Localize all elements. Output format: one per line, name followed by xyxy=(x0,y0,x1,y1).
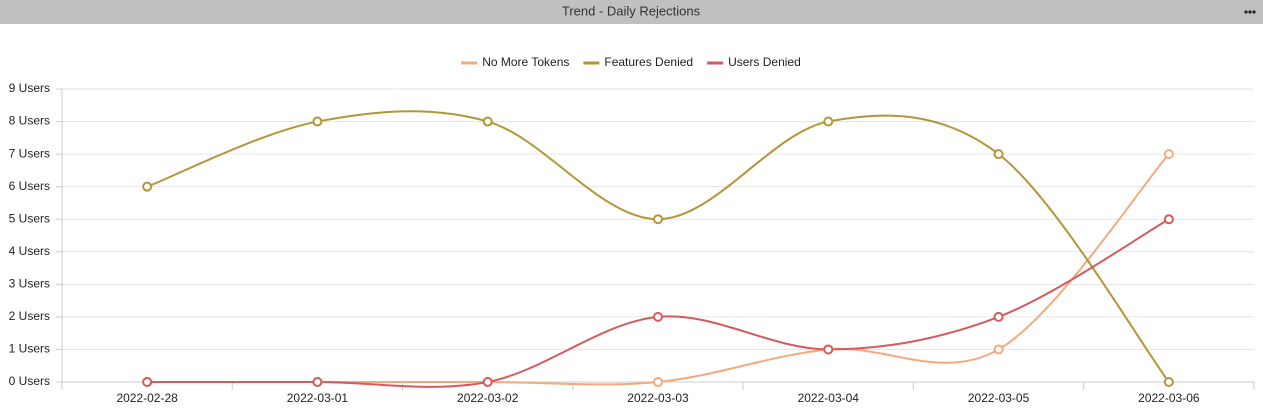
x-tick-label: 2022-03-03 xyxy=(627,391,689,405)
data-point xyxy=(653,311,663,322)
y-tick-label: 3 Users xyxy=(9,277,50,291)
x-tick-label: 2022-03-06 xyxy=(1138,391,1200,405)
y-tick-label: 8 Users xyxy=(9,114,50,128)
data-point xyxy=(312,377,323,387)
legend-label: Features Denied xyxy=(604,55,693,69)
y-tick-label: 1 Users xyxy=(9,342,50,356)
x-tick-label: 2022-03-05 xyxy=(968,391,1030,405)
data-point xyxy=(1163,149,1174,160)
data-point xyxy=(653,214,663,225)
menu-icon[interactable] xyxy=(1244,10,1256,14)
menu-dot xyxy=(1252,10,1256,14)
data-point xyxy=(142,181,153,192)
legend-item[interactable]: No More Tokens xyxy=(461,55,569,69)
x-tick-label: 2022-02-28 xyxy=(116,391,178,405)
data-point xyxy=(823,116,834,127)
data-point xyxy=(482,377,493,387)
menu-dot xyxy=(1248,10,1252,14)
x-tick-label: 2022-03-04 xyxy=(798,391,860,405)
data-point xyxy=(312,116,323,127)
data-point xyxy=(993,311,1004,322)
y-tick-label: 2 Users xyxy=(9,309,50,323)
data-point xyxy=(653,377,663,387)
y-tick-label: 5 Users xyxy=(9,211,50,225)
data-point xyxy=(993,344,1004,355)
legend-label: Users Denied xyxy=(728,55,801,69)
y-tick-label: 7 Users xyxy=(9,146,50,160)
data-point xyxy=(1163,214,1174,225)
y-tick-label: 6 Users xyxy=(9,179,50,193)
data-point xyxy=(482,116,493,127)
menu-dot xyxy=(1244,10,1248,14)
data-point xyxy=(823,344,834,355)
data-point xyxy=(1163,377,1174,387)
chart-title: Trend - Daily Rejections xyxy=(562,3,701,18)
data-point xyxy=(142,377,153,387)
legend: No More Tokens Features Denied Users Denie… xyxy=(461,55,801,69)
y-tick-label: 9 Users xyxy=(9,81,50,95)
legend-label: No More Tokens xyxy=(482,55,569,69)
y-tick-label: 4 Users xyxy=(9,244,50,258)
data-point xyxy=(993,149,1004,160)
x-tick-label: 2022-03-01 xyxy=(287,391,349,405)
legend-item[interactable]: Users Denied xyxy=(707,55,801,69)
legend-item[interactable]: Features Denied xyxy=(583,55,693,69)
x-tick-label: 2022-03-02 xyxy=(457,391,519,405)
y-tick-label: 0 Users xyxy=(9,374,50,388)
header-bar xyxy=(0,0,1263,24)
